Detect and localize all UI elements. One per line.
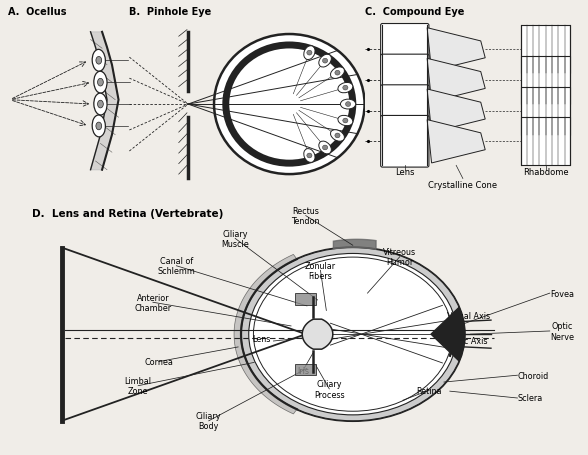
Text: Lens: Lens [252, 334, 270, 343]
Ellipse shape [322, 146, 328, 151]
Polygon shape [427, 90, 485, 133]
Text: Retina: Retina [416, 386, 442, 395]
Text: Sclera: Sclera [517, 394, 543, 403]
Text: C.  Compound Eye: C. Compound Eye [365, 6, 464, 16]
Text: Lens: Lens [395, 168, 415, 177]
Ellipse shape [98, 79, 103, 87]
Ellipse shape [330, 68, 345, 79]
Polygon shape [427, 29, 485, 72]
Text: Ciliary
Body: Ciliary Body [196, 411, 222, 430]
Bar [521, 26, 570, 74]
Ellipse shape [96, 57, 102, 65]
Circle shape [241, 248, 465, 421]
FancyBboxPatch shape [380, 25, 429, 76]
Ellipse shape [322, 59, 328, 64]
Ellipse shape [343, 119, 348, 124]
Polygon shape [91, 33, 119, 170]
Polygon shape [427, 59, 485, 102]
Text: Limbal
Zone: Limbal Zone [125, 376, 152, 395]
Circle shape [235, 55, 343, 155]
Polygon shape [295, 293, 316, 305]
Text: Rectus
Tendon: Rectus Tendon [292, 207, 320, 226]
Ellipse shape [343, 86, 348, 91]
Text: Visual Axis: Visual Axis [447, 312, 490, 320]
Text: Anterior
Chamber: Anterior Chamber [134, 293, 172, 312]
Ellipse shape [96, 123, 102, 131]
Text: Vitreous
Humor: Vitreous Humor [383, 248, 416, 267]
Text: Optic
Nerve: Optic Nerve [550, 322, 574, 341]
Circle shape [249, 254, 457, 415]
FancyBboxPatch shape [380, 55, 429, 106]
Polygon shape [295, 364, 316, 375]
Ellipse shape [94, 94, 107, 116]
Polygon shape [431, 308, 465, 361]
Bar [521, 57, 570, 105]
Ellipse shape [319, 55, 332, 68]
Text: Fovea: Fovea [550, 289, 574, 298]
Text: Cornea: Cornea [144, 357, 173, 366]
Ellipse shape [338, 116, 353, 126]
Text: D.  Lens and Retina (Vertebrate): D. Lens and Retina (Vertebrate) [32, 208, 223, 218]
Ellipse shape [307, 154, 312, 158]
Ellipse shape [92, 116, 105, 137]
Ellipse shape [340, 100, 356, 110]
FancyBboxPatch shape [380, 116, 429, 168]
Ellipse shape [346, 102, 350, 107]
Text: Rhabdome: Rhabdome [523, 168, 569, 177]
Text: Crystalline Cone: Crystalline Cone [428, 181, 497, 190]
Circle shape [253, 258, 452, 411]
Ellipse shape [335, 134, 340, 139]
Ellipse shape [335, 71, 340, 76]
Text: Ciliary
Muscle: Ciliary Muscle [221, 229, 249, 248]
Ellipse shape [330, 131, 345, 142]
Bar [521, 87, 570, 136]
Text: B.  Pinhole Eye: B. Pinhole Eye [129, 6, 212, 16]
Text: A.  Ocellus: A. Ocellus [8, 6, 66, 16]
Bar [521, 118, 570, 166]
Text: Choroid: Choroid [517, 371, 549, 380]
Polygon shape [333, 240, 376, 250]
Ellipse shape [304, 149, 315, 163]
Ellipse shape [319, 142, 332, 155]
Text: Canal of
Schlemm: Canal of Schlemm [158, 257, 195, 276]
Text: Iris: Iris [297, 366, 309, 375]
Ellipse shape [304, 47, 315, 61]
Ellipse shape [338, 83, 353, 94]
Ellipse shape [92, 50, 105, 72]
Ellipse shape [98, 101, 103, 109]
Text: Zonular
Fibers: Zonular Fibers [305, 261, 336, 280]
Polygon shape [302, 319, 333, 349]
Circle shape [214, 35, 365, 175]
Circle shape [241, 248, 465, 421]
Circle shape [258, 261, 448, 408]
Text: Ciliary
Process: Ciliary Process [314, 379, 345, 399]
Polygon shape [234, 255, 297, 414]
Ellipse shape [307, 51, 312, 56]
Ellipse shape [94, 72, 107, 94]
FancyBboxPatch shape [380, 86, 429, 137]
Polygon shape [427, 120, 485, 164]
Text: Optic Axis: Optic Axis [447, 337, 487, 345]
